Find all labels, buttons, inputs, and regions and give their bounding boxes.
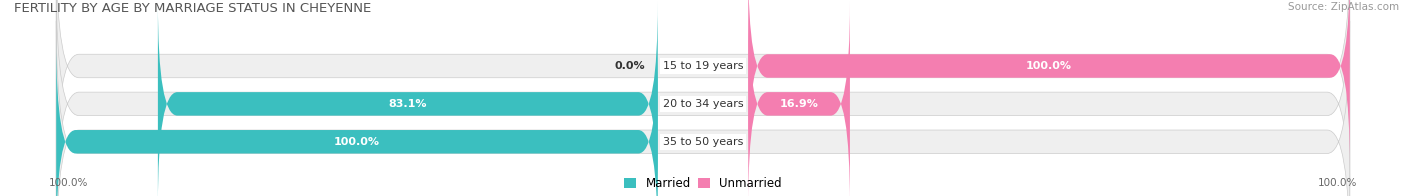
- Text: 100.0%: 100.0%: [1317, 178, 1357, 188]
- Text: 100.0%: 100.0%: [49, 178, 89, 188]
- FancyBboxPatch shape: [748, 2, 849, 196]
- Text: 100.0%: 100.0%: [335, 137, 380, 147]
- Text: 83.1%: 83.1%: [388, 99, 427, 109]
- FancyBboxPatch shape: [56, 21, 1350, 196]
- Text: FERTILITY BY AGE BY MARRIAGE STATUS IN CHEYENNE: FERTILITY BY AGE BY MARRIAGE STATUS IN C…: [14, 2, 371, 15]
- Text: 20 to 34 years: 20 to 34 years: [662, 99, 744, 109]
- Text: 100.0%: 100.0%: [1026, 61, 1071, 71]
- Text: 15 to 19 years: 15 to 19 years: [662, 61, 744, 71]
- FancyBboxPatch shape: [748, 0, 1350, 168]
- Text: 0.0%: 0.0%: [614, 61, 645, 71]
- FancyBboxPatch shape: [56, 0, 1350, 196]
- FancyBboxPatch shape: [56, 40, 658, 196]
- Text: Source: ZipAtlas.com: Source: ZipAtlas.com: [1288, 2, 1399, 12]
- FancyBboxPatch shape: [157, 2, 658, 196]
- Text: 35 to 50 years: 35 to 50 years: [662, 137, 744, 147]
- Text: 16.9%: 16.9%: [780, 99, 818, 109]
- FancyBboxPatch shape: [56, 0, 1350, 187]
- Legend: Married, Unmarried: Married, Unmarried: [624, 177, 782, 190]
